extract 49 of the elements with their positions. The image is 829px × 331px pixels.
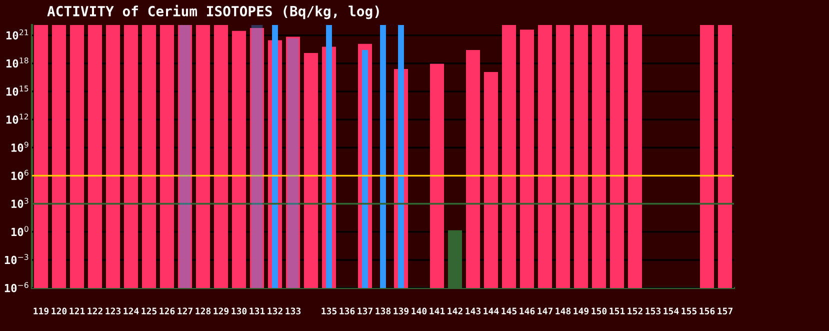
y-tick-label: 10$^{3}$ — [11, 198, 28, 208]
x-tick-label: 149 — [574, 308, 589, 314]
x-tick-label: 155 — [682, 308, 697, 314]
x-tick-label: 121 — [70, 308, 85, 314]
x-tick-label: 126 — [160, 308, 175, 314]
x-tick-label: 151 — [610, 308, 625, 314]
y-tick-label: 10$^{9}$ — [11, 142, 28, 152]
x-tick-label: 136 — [340, 308, 355, 314]
y-tick-label: 10$^{18}$ — [6, 57, 28, 68]
chart-title: ACTIVITY of Cerium ISOTOPES (Bq/kg, log) — [47, 4, 379, 20]
x-tick-label: 127 — [178, 308, 192, 314]
x-tick-label: 143 — [466, 308, 481, 314]
x-tick-label: 125 — [142, 308, 157, 314]
x-tick-label: 153 — [646, 308, 661, 314]
y-tick-label: 10$^{0}$ — [11, 226, 28, 236]
x-tick-label: 137 — [358, 308, 372, 314]
x-tick-label: 130 — [232, 308, 247, 314]
x-tick-label: 154 — [664, 308, 679, 314]
y-tick-label: 10$^{−3}$ — [4, 254, 28, 264]
x-tick-label: 122 — [88, 308, 102, 314]
x-tick-label: 133 — [286, 308, 301, 314]
x-tick-label: 141 — [430, 308, 445, 314]
x-tick-label: 119 — [34, 308, 49, 314]
x-tick-label: 157 — [718, 308, 732, 314]
y-tick-label: 10$^{15}$ — [6, 86, 28, 96]
y-tick-label: 10$^{12}$ — [6, 114, 28, 124]
x-tick-label: 156 — [700, 308, 715, 314]
x-tick-label: 150 — [592, 308, 607, 314]
x-tick-label: 132 — [268, 308, 282, 314]
x-tick-label: 142 — [448, 308, 462, 314]
x-tick-label: 131 — [250, 308, 265, 314]
y-tick-label: 10$^{6}$ — [11, 170, 28, 180]
x-tick-label: 147 — [538, 308, 552, 314]
x-tick-label: 144 — [484, 308, 499, 314]
x-tick-label: 138 — [376, 308, 391, 314]
y-tick-label: 10$^{21}$ — [6, 29, 28, 40]
x-tick-label: 123 — [106, 308, 121, 314]
x-tick-label: 128 — [196, 308, 211, 314]
x-tick-label: 140 — [412, 308, 427, 314]
x-tick-label: 152 — [628, 308, 642, 314]
x-tick-label: 139 — [394, 308, 409, 314]
x-tick-label: 135 — [322, 308, 337, 314]
y-tick-label: 10$^{−6}$ — [4, 282, 28, 292]
x-tick-label: 145 — [502, 308, 517, 314]
x-tick-label: 148 — [556, 308, 571, 314]
x-tick-label: 129 — [214, 308, 229, 314]
x-tick-label: 124 — [124, 308, 139, 314]
x-tick-label: 146 — [520, 308, 535, 314]
x-tick-label: 120 — [52, 308, 67, 314]
